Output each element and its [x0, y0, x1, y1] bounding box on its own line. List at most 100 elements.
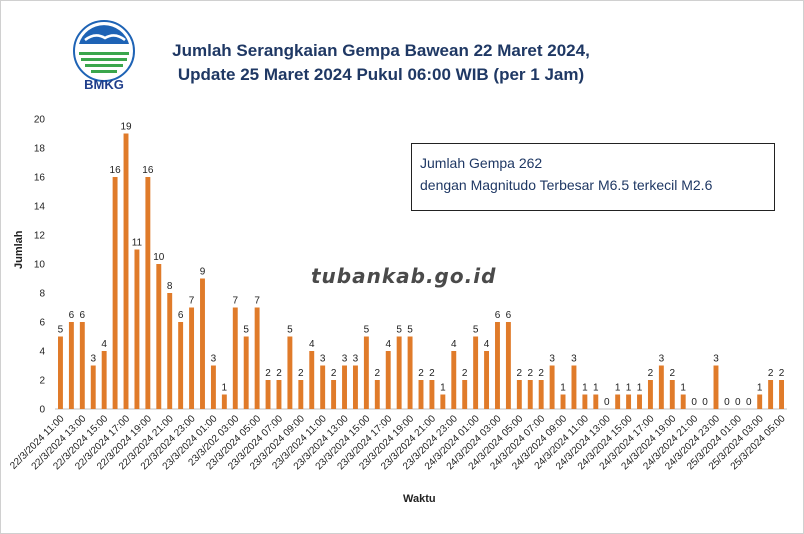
- chart-title-line2: Update 25 Maret 2024 Pukul 06:00 WIB (pe…: [177, 65, 585, 84]
- bar: [495, 322, 500, 409]
- data-label: 2: [527, 368, 533, 379]
- bar: [145, 177, 151, 409]
- bar: [178, 322, 184, 409]
- data-label: 2: [265, 368, 271, 379]
- y-tick-label: 6: [39, 318, 45, 329]
- bar: [287, 336, 293, 409]
- data-label: 5: [407, 325, 413, 336]
- data-label: 0: [746, 397, 752, 408]
- y-tick-label: 0: [39, 405, 45, 416]
- bar: [352, 365, 358, 409]
- data-label: 2: [429, 368, 435, 379]
- bar: [473, 336, 479, 409]
- data-label: 7: [254, 296, 260, 307]
- data-label: 1: [680, 383, 686, 394]
- y-tick-label: 2: [39, 376, 45, 387]
- bar: [407, 336, 413, 409]
- bar: [560, 394, 566, 409]
- data-label: 3: [659, 354, 665, 365]
- bar: [549, 365, 555, 409]
- bar: [582, 394, 588, 409]
- data-label: 7: [232, 296, 238, 307]
- data-label: 0: [724, 397, 730, 408]
- bar: [593, 394, 599, 409]
- y-tick-label: 8: [39, 289, 45, 300]
- bar: [363, 336, 369, 409]
- bar: [90, 365, 96, 409]
- data-label: 0: [604, 397, 610, 408]
- data-label: 2: [517, 368, 523, 379]
- bar: [451, 351, 457, 409]
- data-label: 2: [462, 368, 468, 379]
- data-label: 1: [615, 383, 621, 394]
- data-label: 19: [120, 122, 132, 133]
- bar: [669, 380, 675, 409]
- data-label: 1: [757, 383, 763, 394]
- data-label: 0: [691, 397, 697, 408]
- data-label: 3: [571, 354, 577, 365]
- info-box: Jumlah Gempa 262 dengan Magnitudo Terbes…: [411, 143, 775, 211]
- data-label: 2: [670, 368, 676, 379]
- bar: [484, 351, 490, 409]
- bar: [156, 264, 162, 409]
- y-tick-label: 12: [34, 231, 46, 242]
- data-label: 6: [80, 310, 86, 321]
- data-label: 5: [58, 325, 64, 336]
- data-label: 1: [626, 383, 632, 394]
- data-label: 5: [396, 325, 402, 336]
- watermark: tubankab.go.id: [311, 264, 497, 288]
- y-axis-label: Jumlah: [13, 230, 25, 269]
- y-tick-label: 20: [34, 115, 46, 126]
- bar: [658, 365, 664, 409]
- data-label: 2: [418, 368, 424, 379]
- bar: [200, 278, 205, 409]
- bar: [254, 307, 260, 409]
- data-label: 2: [648, 368, 654, 379]
- bar: [243, 336, 249, 409]
- bar: [637, 394, 642, 409]
- bar: [757, 394, 763, 409]
- y-tick-label: 18: [34, 144, 46, 155]
- data-label: 1: [582, 383, 588, 394]
- data-label: 1: [440, 383, 446, 394]
- bar: [123, 133, 129, 409]
- data-label: 3: [320, 354, 326, 365]
- bmkg-logo: [73, 20, 135, 82]
- data-label: 0: [702, 397, 708, 408]
- bar: [615, 394, 621, 409]
- data-label: 4: [451, 339, 457, 350]
- bar: [189, 307, 195, 409]
- data-label: 16: [142, 165, 154, 176]
- data-label: 8: [167, 281, 173, 292]
- data-label: 3: [342, 354, 348, 365]
- bar: [527, 380, 533, 409]
- bar: [112, 177, 118, 409]
- bar: [626, 394, 632, 409]
- x-axis-label: Waktu: [403, 493, 436, 505]
- data-label: 1: [560, 383, 566, 394]
- data-label: 3: [549, 354, 555, 365]
- data-label: 6: [506, 310, 512, 321]
- bar: [58, 336, 63, 409]
- bar: [385, 351, 391, 409]
- bar: [167, 293, 173, 409]
- data-label: 4: [484, 339, 490, 350]
- data-label: 9: [200, 267, 206, 278]
- bar: [571, 365, 577, 409]
- y-tick-label: 16: [34, 173, 46, 184]
- bar: [429, 380, 435, 409]
- chart-title: Jumlah Serangkaian Gempa Bawean 22 Maret…: [151, 39, 611, 87]
- data-label: 3: [353, 354, 359, 365]
- bar: [134, 249, 140, 409]
- bar: [680, 394, 686, 409]
- data-label: 2: [298, 368, 304, 379]
- data-label: 16: [110, 165, 122, 176]
- data-label: 3: [211, 354, 217, 365]
- bar: [342, 365, 347, 409]
- data-label: 4: [385, 339, 391, 350]
- bar: [210, 365, 216, 409]
- data-label: 5: [473, 325, 479, 336]
- bar: [505, 322, 511, 409]
